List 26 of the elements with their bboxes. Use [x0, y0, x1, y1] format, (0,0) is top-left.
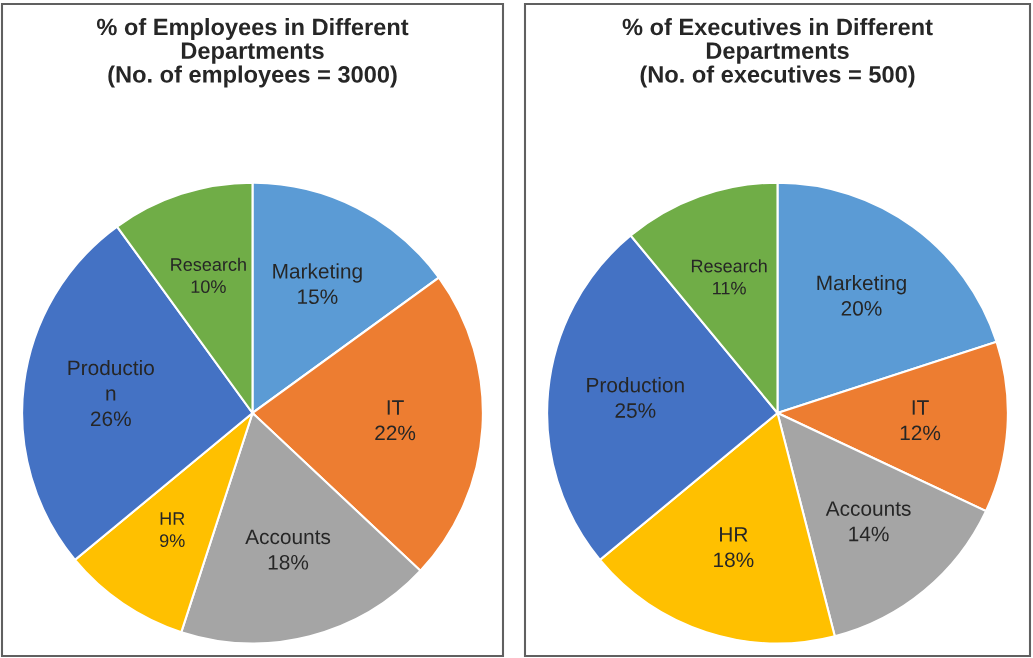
slice-label: Productio n	[68, 359, 154, 401]
chart-title: % of Employees in Different Departments (No. of employees = 3000)	[96, 18, 409, 88]
data-label: 9%	[160, 534, 185, 548]
chart-title: % of Executives in Different Departments (No. of executives = 500)	[622, 18, 933, 88]
data-label: 14%	[849, 526, 889, 542]
data-label: 10%	[191, 280, 226, 294]
slice-label: Accounts	[245, 529, 331, 545]
data-label: 18%	[268, 554, 309, 570]
data-label: 26%	[90, 411, 131, 427]
data-label: 22%	[375, 425, 416, 441]
slice-label: Accounts	[825, 501, 911, 516]
data-label: 15%	[298, 289, 338, 305]
data-label: 11%	[713, 281, 746, 295]
slice-label: Marketing	[273, 263, 362, 283]
slice-label: HR	[160, 512, 185, 525]
slice-label: Production	[587, 377, 684, 393]
data-label: 12%	[900, 425, 941, 441]
slice-label: Research	[691, 259, 767, 273]
data-label: 25%	[615, 403, 656, 418]
data-label: 18%	[714, 552, 754, 568]
slice-label: Marketing	[817, 275, 906, 295]
slice-label: HR	[720, 527, 748, 542]
data-label: 20%	[841, 301, 882, 316]
slice-label: IT	[912, 400, 929, 415]
slice-label: Research	[171, 257, 246, 271]
slice-label: IT	[387, 400, 404, 415]
